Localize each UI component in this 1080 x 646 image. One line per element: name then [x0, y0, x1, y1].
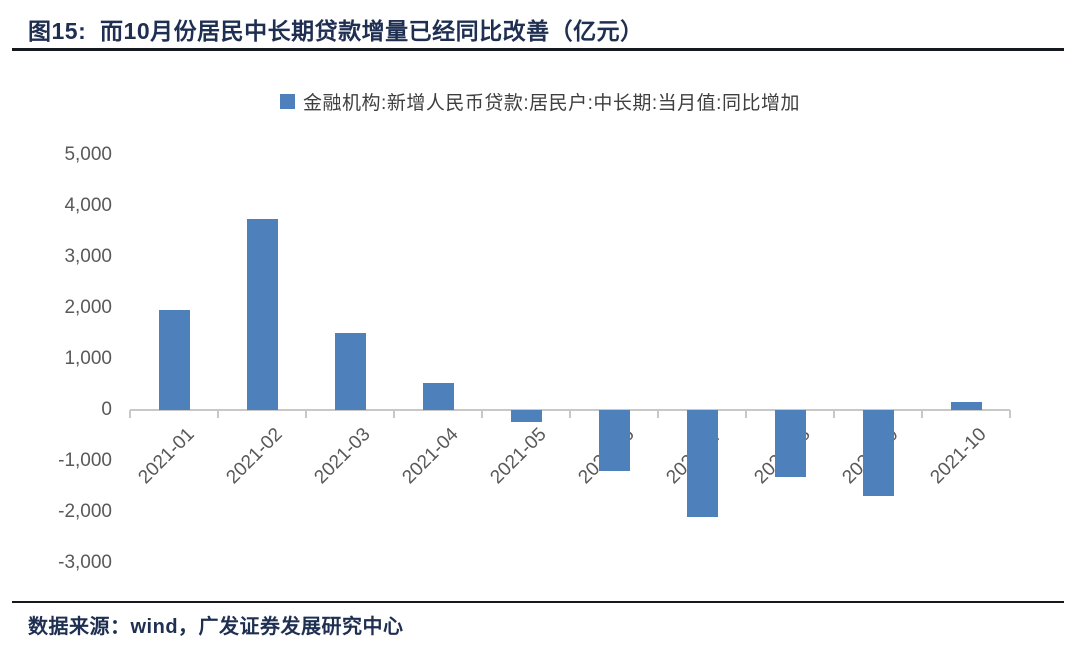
bar-2021-03 — [334, 333, 366, 410]
y-axis-tick-label: -3,000 — [58, 552, 112, 573]
x-axis-tick-mark — [833, 410, 835, 418]
chart-legend: 金融机构:新增人民币贷款:居民户:中长期:当月值:同比增加 — [0, 88, 1080, 115]
x-axis-tick-mark — [481, 410, 483, 418]
x-axis-tick-mark — [921, 410, 923, 418]
bar-2021-09 — [862, 410, 894, 497]
y-axis-tick-label: -2,000 — [58, 501, 112, 522]
figure-title: 图15: 而10月份居民中长期贷款增量已经同比改善（亿元） — [28, 18, 644, 44]
x-axis-tick-mark — [657, 410, 659, 418]
bar-2021-05 — [510, 410, 542, 423]
y-axis-tick-label: 0 — [101, 399, 112, 420]
bar-2021-06 — [598, 410, 630, 471]
bar-2021-07 — [686, 410, 718, 517]
bar-2021-04 — [422, 383, 454, 410]
x-axis-tick-mark — [129, 410, 131, 418]
legend-series-label: 金融机构:新增人民币贷款:居民户:中长期:当月值:同比增加 — [303, 93, 800, 114]
y-axis-tick-label: 3,000 — [64, 246, 112, 267]
x-axis-tick-mark — [393, 410, 395, 418]
x-axis-tick-label: 2021-02 — [222, 424, 287, 489]
y-axis-tick-label: 1,000 — [64, 348, 112, 369]
bar-2021-01 — [158, 310, 190, 410]
data-source-note: 数据来源：wind，广发证券发展研究中心 — [28, 616, 404, 638]
y-axis-tick-label: 5,000 — [64, 144, 112, 165]
series-color-swatch-icon — [280, 94, 296, 109]
x-axis-tick-mark — [305, 410, 307, 418]
bar-2021-08 — [774, 410, 806, 477]
footer-divider-rule — [12, 601, 1064, 603]
x-axis-tick-mark — [1009, 410, 1011, 418]
y-axis-tick-label: -1,000 — [58, 450, 112, 471]
x-axis-tick-label: 2021-03 — [310, 424, 375, 489]
x-axis-tick-mark — [569, 410, 571, 418]
bar-2021-10 — [950, 401, 982, 410]
y-axis-tick-label: 2,000 — [64, 297, 112, 318]
x-axis-tick-label: 2021-05 — [486, 424, 551, 489]
title-divider-rule — [12, 48, 1064, 51]
x-axis-tick-mark — [745, 410, 747, 418]
y-axis-tick-label: 4,000 — [64, 195, 112, 216]
x-axis-tick-mark — [217, 410, 219, 418]
x-axis-tick-label: 2021-10 — [926, 424, 991, 489]
bar-2021-02 — [246, 219, 278, 410]
x-axis-tick-label: 2021-04 — [398, 424, 463, 489]
x-axis-tick-label: 2021-01 — [134, 424, 199, 489]
